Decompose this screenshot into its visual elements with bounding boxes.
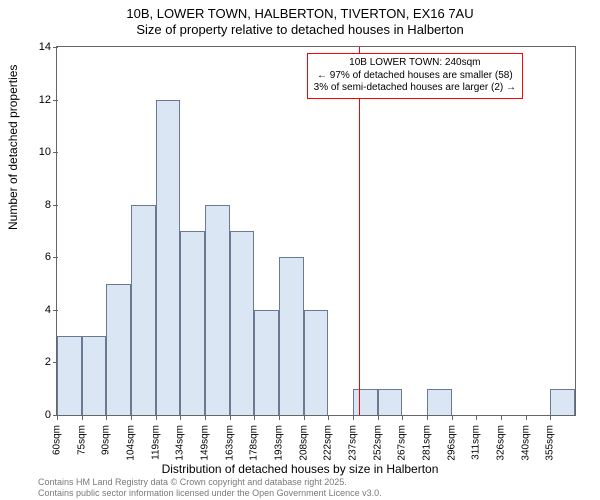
x-tick-label: 193sqm xyxy=(274,421,285,461)
x-tick-label: 104sqm xyxy=(126,421,137,461)
y-tick: 8 xyxy=(45,199,57,211)
y-tick: 12 xyxy=(39,94,57,106)
y-tick: 14 xyxy=(39,41,57,53)
annotation-box: 10B LOWER TOWN: 240sqm← 97% of detached … xyxy=(307,53,523,99)
x-tick-label: 267sqm xyxy=(397,421,408,461)
histogram-bar xyxy=(304,310,329,415)
y-axis-label: Number of detached properties xyxy=(6,65,20,230)
x-tick-mark xyxy=(131,415,132,420)
chart-title-address: 10B, LOWER TOWN, HALBERTON, TIVERTON, EX… xyxy=(0,0,600,21)
x-tick-label: 75sqm xyxy=(76,421,87,455)
y-tick: 6 xyxy=(45,251,57,263)
histogram-bar xyxy=(205,205,230,415)
y-tick: 4 xyxy=(45,304,57,316)
x-tick-label: 222sqm xyxy=(323,421,334,461)
annotation-line: 3% of semi-detached houses are larger (2… xyxy=(314,82,516,95)
chart-plot-area: 0246810121460sqm75sqm90sqm104sqm119sqm13… xyxy=(56,46,576,416)
x-tick-mark xyxy=(304,415,305,420)
histogram-bar xyxy=(106,284,131,415)
histogram-bar xyxy=(279,257,304,415)
x-tick-label: 208sqm xyxy=(298,421,309,461)
x-tick-mark xyxy=(402,415,403,420)
histogram-bar xyxy=(156,100,181,415)
x-tick-label: 163sqm xyxy=(224,421,235,461)
histogram-bar xyxy=(82,336,107,415)
histogram-bar xyxy=(131,205,156,415)
reference-line xyxy=(359,47,360,415)
x-tick-mark xyxy=(82,415,83,420)
x-tick-label: 134sqm xyxy=(175,421,186,461)
histogram-bar xyxy=(378,389,403,415)
y-tick: 0 xyxy=(45,409,57,421)
x-tick-label: 90sqm xyxy=(101,421,112,455)
x-tick-label: 281sqm xyxy=(422,421,433,461)
x-tick-mark xyxy=(476,415,477,420)
x-tick-mark xyxy=(205,415,206,420)
histogram-bar xyxy=(427,389,452,415)
x-tick-mark xyxy=(156,415,157,420)
histogram-bar xyxy=(230,231,255,415)
x-tick-mark xyxy=(427,415,428,420)
x-tick-mark xyxy=(230,415,231,420)
x-tick-mark xyxy=(353,415,354,420)
x-tick-label: 340sqm xyxy=(520,421,531,461)
x-tick-label: 326sqm xyxy=(496,421,507,461)
x-tick-mark xyxy=(180,415,181,420)
x-tick-label: 252sqm xyxy=(372,421,383,461)
x-tick-mark xyxy=(378,415,379,420)
histogram-bar xyxy=(57,336,82,415)
x-tick-mark xyxy=(106,415,107,420)
x-tick-label: 237sqm xyxy=(348,421,359,461)
x-tick-mark xyxy=(279,415,280,420)
x-tick-label: 311sqm xyxy=(471,421,482,460)
x-tick-label: 296sqm xyxy=(446,421,457,461)
x-tick-label: 149sqm xyxy=(200,421,211,461)
footer-line-2: Contains public sector information licen… xyxy=(38,488,382,498)
footer-line-1: Contains HM Land Registry data © Crown c… xyxy=(38,477,382,487)
histogram-bar xyxy=(353,389,378,415)
x-tick-label: 60sqm xyxy=(52,421,63,455)
x-tick-mark xyxy=(328,415,329,420)
x-tick-mark xyxy=(452,415,453,420)
x-tick-label: 178sqm xyxy=(249,421,260,461)
annotation-line: 10B LOWER TOWN: 240sqm xyxy=(314,57,516,70)
annotation-line: ← 97% of detached houses are smaller (58… xyxy=(314,70,516,83)
x-tick-mark xyxy=(501,415,502,420)
x-axis-label: Distribution of detached houses by size … xyxy=(0,462,600,476)
x-tick-mark xyxy=(57,415,58,420)
footer-attribution: Contains HM Land Registry data © Crown c… xyxy=(38,477,382,498)
histogram-bar xyxy=(180,231,205,415)
x-tick-mark xyxy=(526,415,527,420)
x-tick-label: 355sqm xyxy=(545,421,556,461)
histogram-bar xyxy=(550,389,575,415)
x-tick-mark xyxy=(550,415,551,420)
y-tick: 2 xyxy=(45,356,57,368)
histogram-bar xyxy=(254,310,279,415)
x-tick-mark xyxy=(254,415,255,420)
y-tick: 10 xyxy=(39,146,57,158)
x-tick-label: 119sqm xyxy=(150,421,161,460)
chart-title-subtitle: Size of property relative to detached ho… xyxy=(0,21,600,37)
